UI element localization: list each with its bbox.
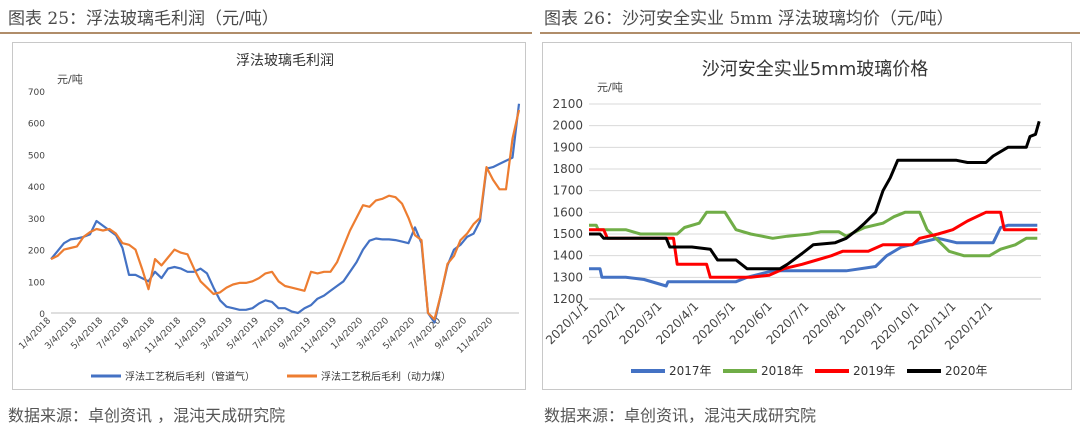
- series-line-1: [50, 103, 521, 324]
- y-tick-label: 500: [28, 151, 45, 161]
- y-tick-label: 1600: [552, 205, 583, 219]
- y-tick-label: 200: [28, 247, 45, 257]
- y-tick-label: 0: [39, 310, 45, 320]
- legend-label-2: 浮法工艺税后毛利（动力煤）: [321, 370, 451, 383]
- series-line-4: [589, 120, 1041, 271]
- y-tick-label: 300: [28, 215, 45, 225]
- chart-title: 浮法玻璃毛利润: [236, 52, 334, 69]
- profit-chart: 浮法玻璃毛利润元/吨01002003004005006007001/4/2018…: [17, 52, 521, 383]
- y-tick-label: 1400: [552, 249, 583, 263]
- series-line-1: [589, 223, 1038, 288]
- right-panel-header: 图表 26：沙河安全实业 5mm 浮法玻璃均价（元/吨）: [544, 9, 954, 29]
- y-tick-label: 1500: [552, 227, 583, 241]
- y-axis-unit-label: 元/吨: [57, 73, 83, 86]
- y-tick-label: 400: [28, 183, 45, 193]
- legend-label-2: 2018年: [761, 364, 804, 378]
- y-tick-label: 2100: [552, 97, 583, 111]
- legend-label-1: 浮法工艺税后毛利（管道气）: [125, 370, 255, 383]
- y-tick-label: 1200: [552, 292, 583, 306]
- left-source: 数据来源：卓创资讯 ，混沌天成研究院: [8, 406, 286, 425]
- legend-label-4: 2020年: [945, 364, 988, 378]
- series-line-2: [589, 210, 1038, 258]
- y-tick-label: 1700: [552, 184, 583, 198]
- chart-title: 沙河安全实业5mm玻璃价格: [702, 59, 929, 80]
- y-tick-label: 600: [28, 120, 45, 130]
- y-tick-label: 1300: [552, 270, 583, 284]
- left-header-rule: [0, 32, 532, 34]
- right-source: 数据来源：卓创资讯，混沌天成研究院: [544, 406, 817, 425]
- left-panel-header: 图表 25：浮法玻璃毛利润（元/吨）: [8, 9, 279, 29]
- series-line-2: [50, 109, 521, 321]
- right-chart-box: 沙河安全实业5mm玻璃价格元/吨 1200 1300 1400 1500 1600 1700…: [542, 42, 1072, 390]
- y-axis-unit-label: 元/吨: [597, 81, 623, 94]
- left-chart-box: 浮法玻璃毛利润 元/吨 0 100 200 300 400 500 600 700 1/4/2018…: [12, 42, 526, 390]
- y-tick-label: 1900: [552, 140, 583, 154]
- y-tick-label: 100: [28, 278, 45, 288]
- legend-label-3: 2019年: [853, 364, 896, 378]
- legend-label-1: 2017年: [669, 364, 712, 378]
- right-header-rule: [540, 32, 1080, 34]
- y-tick-label: 1800: [552, 162, 583, 176]
- y-tick-label: 2000: [552, 119, 583, 133]
- y-tick-label: 700: [28, 88, 45, 98]
